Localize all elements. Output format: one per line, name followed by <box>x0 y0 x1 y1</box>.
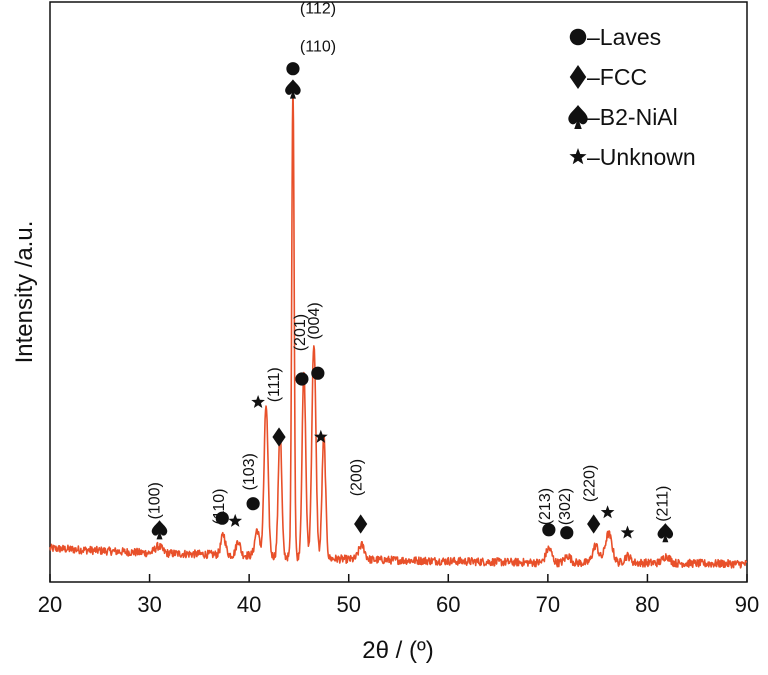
x-tick-label: 50 <box>336 592 360 617</box>
legend-label: –FCC <box>587 64 647 90</box>
phase-markers <box>151 62 674 543</box>
peak-label: (200) <box>349 459 366 496</box>
legend-label: –Unknown <box>587 144 696 170</box>
spade-marker <box>568 105 588 129</box>
circle-marker <box>542 523 556 537</box>
peak-label: (213) <box>537 488 554 525</box>
x-tick-label: 70 <box>536 592 560 617</box>
plot-frame <box>49 1 748 583</box>
circle-marker <box>286 62 300 76</box>
peak-label: (111) <box>266 367 283 402</box>
star-marker <box>313 429 328 443</box>
spade-marker <box>151 520 168 540</box>
peak-label: (201) <box>292 314 309 351</box>
peak-label: (220) <box>582 465 599 502</box>
x-axis: 20 30 40 50 60 70 80 90 <box>38 574 759 617</box>
circle-marker <box>246 497 260 511</box>
peak-label: (103) <box>241 453 258 490</box>
peak-label: (110) <box>300 38 336 55</box>
spade-marker <box>285 79 301 99</box>
legend-label: –B2-NiAl <box>587 104 678 130</box>
diamond-marker <box>587 514 601 534</box>
star-marker <box>620 525 635 539</box>
x-axis-title: 2θ / (º) <box>362 637 433 664</box>
circle-marker <box>569 28 587 46</box>
diamond-marker <box>272 427 286 447</box>
y-axis-title: Intensity /a.u. <box>11 221 38 364</box>
circle-marker <box>295 372 309 386</box>
x-tick-label: 60 <box>436 592 460 617</box>
peak-label: (100) <box>147 482 164 519</box>
star-marker <box>569 148 587 165</box>
star-marker <box>251 395 265 409</box>
xrd-pattern-line <box>49 84 748 569</box>
peak-label: (211) <box>654 486 671 522</box>
circle-marker <box>311 366 325 380</box>
x-tick-label: 20 <box>38 592 62 617</box>
circle-marker <box>215 511 229 525</box>
diamond-marker <box>354 514 368 534</box>
x-tick-label: 80 <box>635 592 659 617</box>
legend-label: –Laves <box>587 24 661 50</box>
plot-area <box>49 1 748 583</box>
peak-label: (112) <box>300 1 336 18</box>
diamond-marker <box>569 65 587 89</box>
star-marker <box>228 513 243 527</box>
star-marker <box>600 505 615 519</box>
circle-marker <box>560 526 574 540</box>
peak-label: (004) <box>306 302 323 339</box>
peak-label: (302) <box>557 488 574 525</box>
x-tick-label: 90 <box>735 592 759 617</box>
x-tick-label: 40 <box>237 592 261 617</box>
x-tick-label: 30 <box>137 592 161 617</box>
legend: –Laves –FCC –B2-NiAl –Unknown <box>568 24 696 170</box>
spade-marker <box>657 523 674 543</box>
